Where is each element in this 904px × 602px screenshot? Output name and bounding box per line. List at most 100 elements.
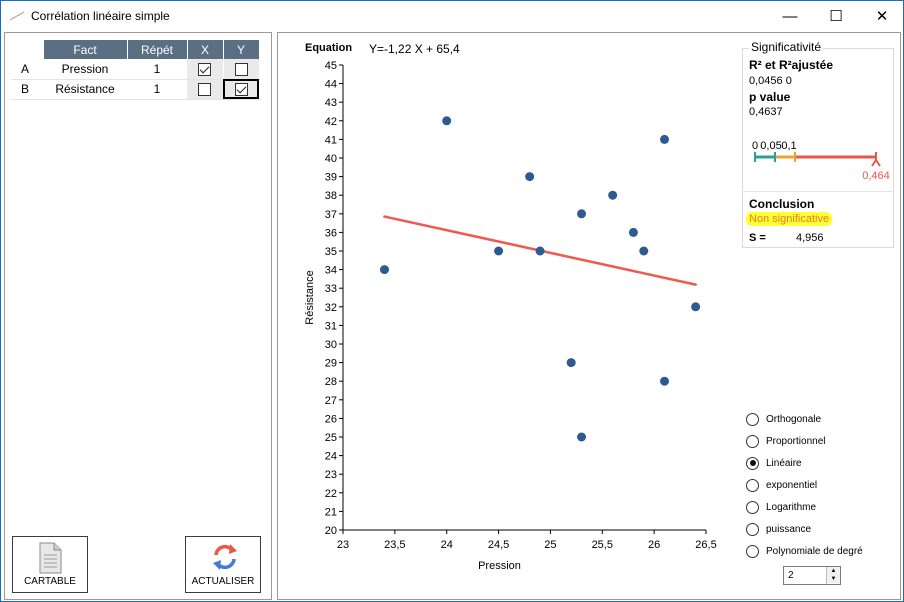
close-button[interactable]: ✕ [859, 1, 904, 31]
stepper-arrows: ▲ ▼ [826, 567, 840, 584]
data-point [608, 190, 618, 200]
y-tick-label: 41 [325, 134, 337, 146]
header-y[interactable]: Y [223, 40, 260, 59]
cell-repet[interactable]: 1 [127, 59, 187, 80]
data-point [442, 116, 452, 126]
p-value-scale: 0 0,05 0,1 0,464 [752, 140, 890, 182]
radio-button[interactable] [746, 412, 759, 426]
y-tick-label: 37 [325, 209, 337, 221]
maximize-icon: ☐ [829, 8, 843, 25]
radio-label: Linéaire [766, 457, 802, 469]
x-checkbox[interactable] [198, 62, 212, 76]
scale-label: 0,05 [760, 140, 781, 152]
y-tick-label: 45 [325, 60, 337, 72]
x-tick-label: 25,5 [592, 539, 613, 551]
radio-orthogonale[interactable]: Orthogonale [746, 411, 821, 427]
y-tick-label: 32 [325, 302, 337, 314]
radio-button[interactable] [746, 522, 759, 536]
y-tick-label: 36 [325, 227, 337, 239]
scale-label: 0 [752, 140, 758, 152]
x-tick-label: 24 [441, 539, 453, 551]
conclusion-badge: Non significative [746, 212, 833, 226]
cartable-button[interactable]: CARTABLE [12, 536, 88, 593]
table-row[interactable]: A Pression 1 [11, 59, 260, 80]
actualiser-button[interactable]: ACTUALISER [185, 536, 261, 593]
y-axis-label: Résistance [304, 270, 316, 324]
radio-lineaire[interactable]: Linéaire [746, 455, 802, 471]
scale-value-label: 0,464 [862, 170, 890, 182]
title-bar[interactable]: Corrélation linéaire simple — ☐ ✕ [1, 1, 903, 31]
radio-proportionnel[interactable]: Proportionnel [746, 433, 825, 449]
radio-puissance[interactable]: puissance [746, 521, 811, 537]
radio-exponentiel[interactable]: exponentiel [746, 477, 817, 493]
cell-fact[interactable]: Pression [43, 59, 127, 80]
y-tick-label: 22 [325, 488, 337, 500]
radio-button-selected[interactable] [746, 456, 759, 470]
radio-polynomiale[interactable]: Polynomiale de degré [746, 543, 863, 559]
data-point [525, 172, 535, 182]
data-point [535, 246, 545, 256]
maximize-button[interactable]: ☐ [813, 1, 859, 31]
stepper-up-icon[interactable]: ▲ [827, 567, 840, 575]
cell-x[interactable] [187, 59, 224, 80]
radio-label: Proportionnel [766, 435, 826, 447]
data-point [691, 302, 701, 312]
p-value: 0,4637 [749, 106, 783, 118]
data-point [577, 432, 587, 442]
radio-label: puissance [766, 523, 812, 535]
r2-label: R² et R²ajustée [749, 58, 834, 72]
p-value-label: p value [749, 90, 791, 104]
row-id: B [11, 79, 43, 100]
scale-label: 0,1 [781, 140, 796, 152]
radio-label: Logarithme [766, 501, 817, 513]
y-tick-label: 27 [325, 395, 337, 407]
data-point [639, 246, 649, 256]
stepper-down-icon[interactable]: ▼ [827, 575, 840, 583]
y-tick-label: 30 [325, 339, 337, 351]
equation-label: Equation [305, 42, 353, 54]
data-point [577, 209, 587, 219]
y-checkbox[interactable] [234, 62, 248, 76]
divider [742, 191, 894, 192]
degree-stepper[interactable]: 2 ▲ ▼ [783, 566, 841, 585]
y-tick-label: 23 [325, 469, 337, 481]
header-x[interactable]: X [187, 40, 224, 59]
cell-y[interactable] [223, 79, 260, 100]
y-tick-label: 31 [325, 320, 337, 332]
radio-button[interactable] [746, 478, 759, 492]
x-tick-label: 25 [544, 539, 556, 551]
y-tick-label: 43 [325, 97, 337, 109]
x-tick-label: 23 [337, 539, 349, 551]
scale-marker-arrow [871, 158, 881, 167]
minimize-icon: — [782, 7, 798, 25]
header-fact[interactable]: Fact [43, 40, 128, 59]
y-checkbox[interactable] [234, 83, 248, 97]
cell-y[interactable] [223, 59, 260, 80]
minimize-button[interactable]: — [767, 1, 813, 31]
cell-repet[interactable]: 1 [127, 79, 187, 100]
cell-fact[interactable]: Résistance [43, 79, 127, 100]
header-repet[interactable]: Répét [127, 40, 188, 59]
degree-value[interactable]: 2 [788, 570, 794, 581]
y-tick-label: 20 [325, 525, 337, 537]
cartable-label: CARTABLE [24, 576, 76, 587]
s-label: S = [749, 232, 766, 244]
data-point [660, 134, 670, 144]
radio-button[interactable] [746, 434, 759, 448]
document-icon [39, 542, 62, 574]
cell-x[interactable] [187, 79, 224, 100]
radio-logarithme[interactable]: Logarithme [746, 499, 816, 515]
y-tick-label: 24 [325, 451, 337, 463]
window-title: Corrélation linéaire simple [31, 9, 170, 23]
s-value: 4,956 [796, 232, 824, 244]
y-tick-label: 42 [325, 116, 337, 128]
x-axis-label: Pression [478, 560, 521, 572]
x-checkbox[interactable] [198, 83, 212, 97]
y-tick-label: 26 [325, 413, 337, 425]
radio-label: Orthogonale [766, 413, 822, 425]
radio-button[interactable] [746, 500, 759, 514]
table-row[interactable]: B Résistance 1 [11, 79, 260, 100]
grid-header-row: Fact Répét X Y [11, 40, 260, 59]
x-tick-label: 26,5 [695, 539, 716, 551]
radio-button[interactable] [746, 544, 759, 558]
